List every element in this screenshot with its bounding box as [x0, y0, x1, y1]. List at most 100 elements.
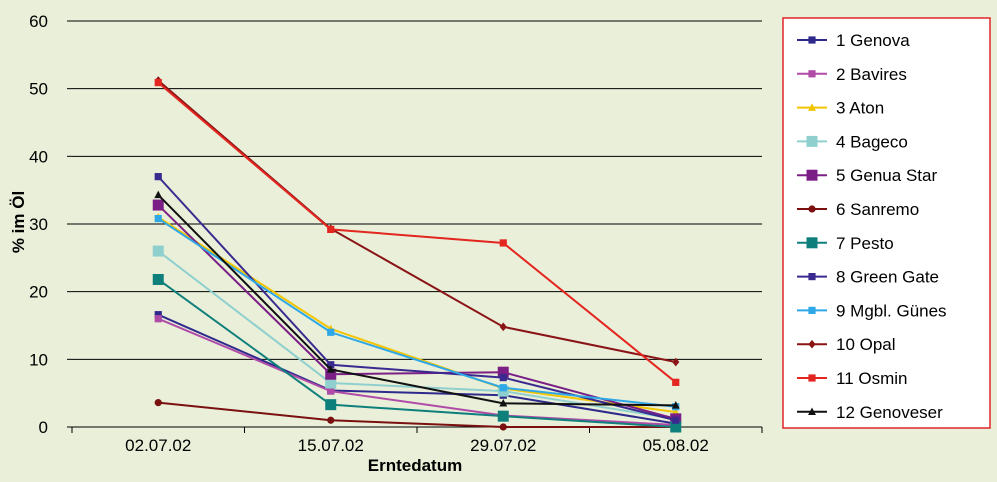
x-tick-label: 05.08.02: [643, 436, 709, 455]
x-tick-label: 02.07.02: [125, 436, 191, 455]
legend: 1 Genova 2 Bavires 3 Aton 4 Bageco 5 Genua S…: [782, 17, 991, 429]
legend-label: 12 Genoveser: [836, 403, 943, 422]
series-5: [152, 199, 682, 425]
legend-item: 4 Bageco: [797, 132, 908, 151]
y-tick-label: 60: [29, 12, 48, 31]
legend-item: 2 Bavires: [797, 65, 907, 84]
y-axis-label: % im Öl: [9, 191, 28, 253]
legend-marker: [808, 205, 816, 213]
legend-label: 5 Genua Star: [836, 166, 937, 185]
series-line: [157, 278, 676, 428]
x-tick-labels: 02.07.02 15.07.02 29.07.02 05.08.02: [125, 436, 709, 455]
y-tick-label: 10: [29, 350, 48, 369]
legend-label: 9 Mgbl. Günes: [836, 301, 947, 320]
data-point: [670, 421, 682, 433]
series-4: [152, 245, 682, 425]
series-3: [154, 212, 680, 416]
legend-marker: [808, 407, 816, 416]
data-point: [325, 399, 337, 411]
series-line: [157, 216, 676, 414]
data-point: [497, 410, 509, 422]
legend-marker: [808, 273, 816, 281]
legend-label: 10 Opal: [836, 335, 896, 354]
y-tick-label: 50: [29, 80, 48, 99]
legend-label: 6 Sanremo: [836, 200, 919, 219]
series: [152, 76, 682, 433]
data-point: [672, 378, 680, 386]
legend-marker: [808, 70, 816, 78]
data-point: [327, 387, 335, 395]
data-point: [499, 239, 507, 247]
legend-label: 7 Pesto: [836, 234, 894, 253]
data-point: [154, 315, 162, 323]
data-point: [326, 365, 335, 373]
data-point: [154, 78, 162, 87]
data-point: [672, 357, 680, 367]
series-line: [157, 204, 677, 420]
data-point: [325, 377, 337, 389]
y-tick-label: 30: [29, 215, 48, 234]
data-point: [499, 423, 507, 431]
series-8: [154, 173, 680, 424]
legend-item: 1 Genova: [797, 31, 910, 50]
data-point: [154, 399, 162, 407]
data-point: [152, 199, 164, 211]
series-7: [152, 273, 682, 433]
data-point: [327, 225, 335, 234]
legend-label: 1 Genova: [836, 31, 910, 50]
legend-label: 3 Aton: [836, 99, 884, 118]
legend-label: 8 Green Gate: [836, 268, 939, 287]
data-point: [152, 273, 164, 285]
series-line: [157, 194, 676, 407]
legend-item: 7 Pesto: [797, 234, 894, 253]
series-line: [157, 81, 677, 384]
legend-label: 11 Osmin: [836, 369, 908, 388]
legend-marker: [808, 306, 816, 314]
legend-marker: [806, 169, 818, 181]
data-point: [499, 322, 507, 332]
legend-marker: [808, 339, 816, 349]
legend-marker: [808, 374, 816, 382]
data-point: [154, 190, 163, 199]
data-point: [499, 374, 507, 382]
y-tick-labels: 0 10 20 30 40 50 60: [29, 12, 48, 437]
legend-item: 12 Genoveser: [797, 403, 943, 422]
x-tick-label: 29.07.02: [470, 436, 536, 455]
data-point: [325, 368, 337, 380]
legend-item: 8 Green Gate: [797, 268, 939, 287]
legend-item: 11 Osmin: [797, 369, 908, 388]
legend-item: 5 Genua Star: [797, 166, 937, 185]
legend-item: 6 Sanremo: [797, 200, 919, 219]
x-tick-label: 15.07.02: [298, 436, 364, 455]
data-point: [154, 214, 162, 223]
data-point: [154, 311, 162, 319]
legend-label: 4 Bageco: [836, 132, 908, 151]
legend-item: 9 Mgbl. Günes: [797, 301, 947, 320]
series-line: [157, 317, 676, 426]
y-tick-label: 40: [29, 147, 48, 166]
legend-marker: [806, 237, 818, 249]
series-line: [157, 79, 676, 364]
data-point: [154, 173, 162, 181]
data-point: [327, 416, 335, 424]
series-12: [154, 190, 680, 409]
data-point: [672, 416, 680, 424]
data-point: [499, 398, 508, 407]
series-line: [157, 217, 676, 408]
data-point: [327, 361, 335, 369]
x-axis-label: Erntedatum: [368, 456, 462, 475]
series-line: [157, 175, 676, 422]
legend-label: 2 Bavires: [836, 65, 907, 84]
data-point: [671, 401, 680, 409]
legend-marker: [806, 135, 818, 147]
y-tick-label: 20: [29, 283, 48, 302]
data-point: [152, 245, 164, 257]
gridlines: [72, 20, 762, 360]
legend-marker: [808, 36, 816, 44]
legend-marker: [808, 103, 816, 111]
series-11: [154, 78, 680, 386]
series-line: [158, 401, 676, 428]
legend-box: [782, 17, 991, 429]
